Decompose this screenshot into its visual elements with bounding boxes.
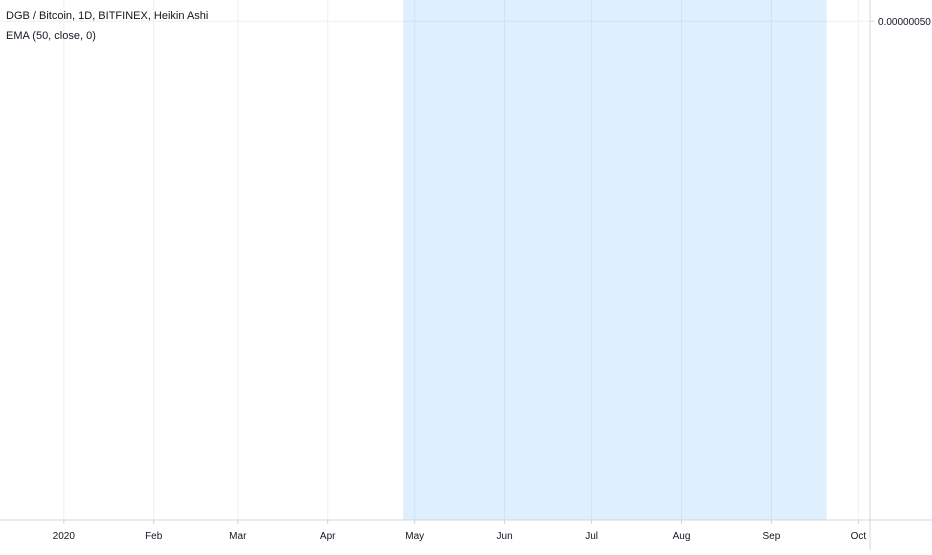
time-axis-label: Apr bbox=[320, 531, 336, 542]
time-axis-label: 2020 bbox=[53, 531, 76, 542]
price-axis-label: 0.00000050 bbox=[878, 17, 931, 28]
time-axis-label: Feb bbox=[145, 531, 163, 542]
time-axis-label: Aug bbox=[673, 531, 691, 542]
time-axis-label: Jun bbox=[497, 531, 513, 542]
time-axis-label: May bbox=[405, 531, 424, 542]
time-axis-label: Oct bbox=[851, 531, 867, 542]
indicator-title[interactable]: EMA (50, close, 0) bbox=[6, 30, 96, 42]
time-axis-label: Sep bbox=[763, 531, 781, 542]
fib-extension-zone bbox=[403, 0, 827, 520]
time-axis-label: Jul bbox=[585, 531, 598, 542]
time-axis-label: Mar bbox=[229, 531, 247, 542]
symbol-title: DGB / Bitcoin, 1D, BITFINEX, Heikin Ashi bbox=[6, 10, 209, 22]
